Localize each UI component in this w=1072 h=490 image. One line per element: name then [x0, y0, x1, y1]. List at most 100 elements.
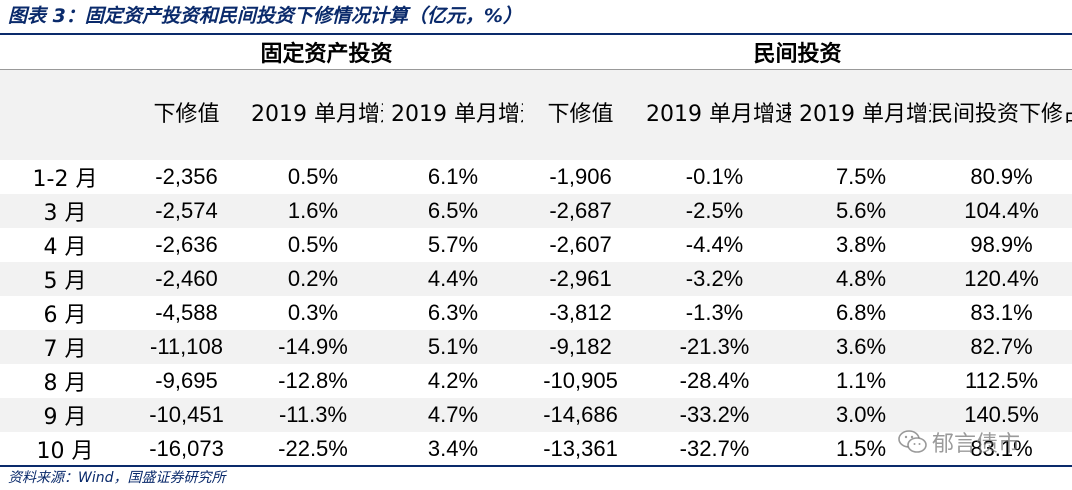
cell-p-rev: -3,812 — [549, 300, 612, 325]
cell-p-unrev: -28.4% — [679, 368, 750, 393]
group-private: 民间投资 — [523, 35, 1072, 70]
cell-p-unrev: -0.1% — [685, 164, 744, 189]
cell-f-unrev: 0.3% — [287, 300, 339, 325]
cell-p-unrev: -33.2% — [638, 398, 792, 432]
wechat-icon — [898, 430, 927, 453]
table-row: 5 月 -2,460 0.2% 4.4% -2,961 -3.2% 4.8% 120.4% — [0, 262, 1072, 296]
cell-p-rev-g: 1.5% — [835, 436, 887, 461]
cell-month: 5 月 — [0, 262, 130, 296]
data-table: 固定资产投资 民间投资 下修值 2019 单月增速（不下修） 2019 单月增速… — [0, 35, 1072, 466]
cell-f-rev: -2,356 — [155, 164, 218, 189]
cell-f-rev-g: 3.4% — [427, 436, 479, 461]
cell-p-rev: -10,905 — [543, 368, 618, 393]
cell-month: 7 月 — [0, 330, 130, 364]
cell-share: 120.4% — [931, 262, 1072, 296]
table-row: 10 月 -16,073 -22.5% 3.4% -13,361 -32.7% 1.5% 83… — [0, 432, 1072, 466]
col-fixed-2019-revised: 2019 单月增速（下修） — [383, 69, 524, 160]
title-divider — [0, 33, 1072, 35]
cell-share: 83.1% — [970, 436, 1033, 461]
cell-f-rev-g: 4.2% — [427, 368, 479, 393]
cell-f-rev: -16,073 — [149, 436, 224, 461]
cell-share: 112.5% — [965, 368, 1039, 393]
cell-p-rev: -2,607 — [549, 232, 612, 257]
cell-f-unrev: 0.2% — [243, 262, 383, 296]
col-fixed-revision: 下修值 — [130, 69, 243, 160]
col-private-revision: 下修值 — [523, 69, 639, 160]
cell-share: 104.4% — [931, 194, 1072, 228]
cell-month: 8 月 — [43, 371, 87, 396]
cell-p-rev: -14,686 — [523, 398, 639, 432]
cell-f-unrev: -22.5% — [278, 436, 348, 461]
cell-p-unrev: -1.3% — [685, 300, 744, 325]
cell-p-rev: -9,182 — [523, 330, 639, 364]
cell-month: 10 月 — [36, 439, 94, 464]
table-row: 9 月 -10,451 -11.3% 4.7% -14,686 -33.2% 3.0% 140… — [0, 398, 1072, 432]
cell-p-unrev: -3.2% — [638, 262, 792, 296]
cell-share: 140.5% — [931, 398, 1072, 432]
cell-f-rev-g: 6.3% — [427, 300, 479, 325]
cell-f-rev: -2,574 — [130, 194, 243, 228]
col-private-2019-unrevised: 2019 单月增速（不下修） — [638, 69, 792, 160]
cell-p-rev-g: 6.8% — [835, 300, 887, 325]
cell-share: 80.9% — [970, 164, 1033, 189]
cell-share: 82.7% — [931, 330, 1072, 364]
table-row: 8 月 -9,695 -12.8% 4.2% -10,905 -28.4% 1.1% 112.… — [0, 364, 1072, 398]
cell-f-unrev: 0.5% — [287, 164, 339, 189]
group-header-row: 固定资产投资 民间投资 — [0, 35, 1072, 70]
cell-f-rev: -11,108 — [130, 330, 243, 364]
cell-month: 4 月 — [43, 235, 87, 260]
cell-month: 6 月 — [43, 303, 87, 328]
cell-f-unrev: 1.6% — [243, 194, 383, 228]
column-header-row: 下修值 2019 单月增速（不下修） 2019 单月增速（下修） 下修值 201… — [0, 69, 1072, 160]
cell-f-rev-g: 4.7% — [383, 398, 524, 432]
cell-f-unrev: -14.9% — [243, 330, 383, 364]
watermark: 郁言债市 — [898, 427, 1020, 457]
cell-p-unrev: -4.4% — [685, 232, 744, 257]
cell-p-rev-g: 3.8% — [835, 232, 887, 257]
cell-f-rev: -9,695 — [155, 368, 218, 393]
cell-share: 98.9% — [970, 232, 1033, 257]
cell-month: 1-2 月 — [32, 167, 98, 192]
table-body: 1-2 月 -2,356 0.5% 6.1% -1,906 -0.1% 7.5% 80.9% 3… — [0, 160, 1072, 466]
cell-f-rev: -2,460 — [130, 262, 243, 296]
group-fixed-asset: 固定资产投资 — [130, 35, 524, 70]
cell-f-rev-g: 5.1% — [383, 330, 524, 364]
cell-p-unrev: -32.7% — [679, 436, 750, 461]
cell-p-rev-g: 7.5% — [835, 164, 887, 189]
cell-f-unrev: -11.3% — [243, 398, 383, 432]
cell-f-unrev: 0.5% — [287, 232, 339, 257]
cell-f-rev: -2,636 — [155, 232, 218, 257]
col-private-2019-revised: 2019 单月增速（下修） — [791, 69, 932, 160]
table-row: 1-2 月 -2,356 0.5% 6.1% -1,906 -0.1% 7.5% 80.9% — [0, 160, 1072, 194]
cell-p-rev-g: 5.6% — [791, 194, 932, 228]
cell-f-rev: -4,588 — [155, 300, 218, 325]
cell-share: 83.1% — [970, 300, 1033, 325]
table-bottom-rule — [0, 465, 1072, 467]
cell-p-rev: -2,687 — [523, 194, 639, 228]
table-row: 6 月 -4,588 0.3% 6.3% -3,812 -1.3% 6.8% 83.1% — [0, 296, 1072, 330]
source-note: 资料来源：Wind，国盛证券研究所 — [8, 470, 226, 486]
cell-p-rev-g: 4.8% — [791, 262, 932, 296]
cell-p-rev: -2,961 — [523, 262, 639, 296]
cell-month: 9 月 — [0, 398, 130, 432]
chart-title: 图表 3：固定资产投资和民间投资下修情况计算（亿元，%） — [8, 5, 522, 27]
cell-month: 3 月 — [0, 194, 130, 228]
cell-f-rev-g: 6.5% — [383, 194, 524, 228]
cell-p-rev: -1,906 — [549, 164, 612, 189]
cell-p-rev-g: 3.6% — [791, 330, 932, 364]
watermark-text: 郁言债市 — [932, 432, 1021, 457]
cell-p-unrev: -2.5% — [638, 194, 792, 228]
cell-p-unrev: -21.3% — [638, 330, 792, 364]
cell-f-rev-g: 6.1% — [427, 164, 479, 189]
table-row: 4 月 -2,636 0.5% 5.7% -2,607 -4.4% 3.8% 98.9% — [0, 228, 1072, 262]
cell-p-rev: -13,361 — [543, 436, 618, 461]
cell-f-rev-g: 4.4% — [383, 262, 524, 296]
cell-f-unrev: -12.8% — [278, 368, 348, 393]
col-fixed-2019-unrevised: 2019 单月增速（不下修） — [243, 69, 383, 160]
cell-f-rev: -10,451 — [130, 398, 243, 432]
cell-f-rev-g: 5.7% — [427, 232, 479, 257]
table-row: 7 月 -11,108 -14.9% 5.1% -9,182 -21.3% 3.6% 82.7… — [0, 330, 1072, 364]
cell-p-rev-g: 3.0% — [791, 398, 932, 432]
col-private-share: 民间投资下修占固定资产投资比重 — [931, 69, 1072, 160]
table-row: 3 月 -2,574 1.6% 6.5% -2,687 -2.5% 5.6% 104.4% — [0, 194, 1072, 228]
